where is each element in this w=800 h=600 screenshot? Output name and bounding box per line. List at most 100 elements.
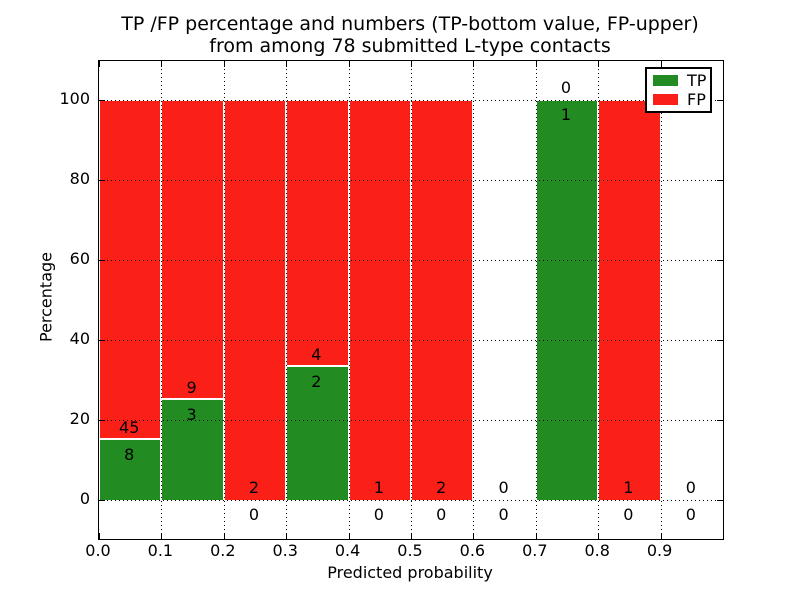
legend-entry-fp: FP [653, 89, 706, 109]
bar-tp-count-label: 0 [685, 505, 696, 524]
legend-tp-label: TP [687, 71, 707, 91]
y-tick-right [717, 420, 723, 421]
bar-bin-0.5 [411, 100, 474, 500]
gridline-x-0.8 [598, 61, 599, 539]
x-tick-top [224, 61, 225, 67]
bar-fp-segment [287, 101, 348, 367]
bar-fp-count-label: 0 [685, 478, 696, 497]
gridline-x-0.9 [661, 61, 662, 539]
x-tick-bottom [286, 533, 287, 539]
x-tick-top [661, 61, 662, 67]
bar-tp-count-label: 0 [436, 505, 447, 524]
x-tick-top [286, 61, 287, 67]
x-tick-bottom [661, 533, 662, 539]
legend-tp-swatch [653, 75, 678, 87]
x-tick-bottom [224, 533, 225, 539]
x-tick-top [473, 61, 474, 67]
x-tick-label-0.5: 0.5 [397, 541, 423, 560]
x-axis-label: Predicted probability [327, 563, 493, 582]
y-tick-right [717, 260, 723, 261]
x-tick-label-0.6: 0.6 [459, 541, 486, 560]
chart-title: TP /FP percentage and numbers (TP-bottom… [98, 13, 722, 57]
y-tick-right [717, 500, 723, 501]
bar-fp-count-label: 45 [119, 417, 140, 437]
bar-fp-count-label: 0 [560, 78, 572, 97]
legend-entry-tp: TP [653, 71, 707, 91]
bar-tp-count-label: 0 [373, 505, 384, 524]
legend-fp-label: FP [687, 89, 706, 109]
bar-fp-segment [599, 101, 660, 500]
y-tick-left [99, 420, 105, 421]
bar-fp-segment [224, 101, 286, 500]
y-tick-right [717, 340, 723, 341]
x-tick-top [349, 61, 350, 67]
bar-bin-0.0 [99, 100, 162, 500]
plot-area [98, 60, 724, 540]
y-tick-label-40: 40 [69, 329, 90, 348]
bar-bin-0.2 [223, 100, 287, 500]
x-tick-bottom [349, 533, 350, 539]
y-tick-label-80: 80 [69, 169, 90, 188]
x-tick-bottom [411, 533, 412, 539]
x-tick-bottom [99, 533, 100, 539]
x-tick-top [536, 61, 537, 67]
x-tick-bottom [161, 533, 162, 539]
bar-fp-count-label: 4 [311, 344, 322, 364]
x-tick-label-0.4: 0.4 [334, 541, 361, 560]
x-tick-top [161, 61, 162, 67]
bar-tp-segment [162, 400, 223, 500]
bar-fp-count-label: 9 [186, 378, 197, 397]
bar-bin-0.3 [286, 100, 349, 500]
y-tick-label-60: 60 [69, 249, 90, 268]
bar-fp-segment [349, 101, 410, 500]
bar-fp-count-label: 1 [623, 478, 634, 497]
x-tick-bottom [473, 533, 474, 539]
bar-tp-count-label: 8 [124, 444, 135, 464]
x-tick-label-0.1: 0.1 [147, 541, 174, 560]
bar-tp-count-label: 0 [498, 505, 509, 524]
x-tick-bottom [536, 533, 537, 539]
gridline-x-0.4 [349, 61, 350, 539]
bar-fp-count-label: 2 [436, 478, 447, 497]
bar-fp-segment [100, 101, 161, 440]
bar-bin-0.8 [598, 100, 661, 500]
x-tick-label-0.2: 0.2 [210, 541, 236, 560]
bar-tp-count-label: 1 [560, 105, 572, 124]
x-tick-bottom [598, 533, 599, 539]
x-tick-label-0.7: 0.7 [522, 541, 548, 560]
bar-bin-0.4 [348, 100, 411, 500]
x-tick-label-0.3: 0.3 [272, 541, 298, 560]
bar-fp-segment [162, 101, 223, 401]
x-tick-top [411, 61, 412, 67]
chart-title-line2: from among 78 submitted L-type contacts [209, 35, 611, 57]
bar-fp-count-label: 1 [373, 478, 384, 497]
y-tick-right [717, 100, 723, 101]
x-tick-label-0.8: 0.8 [584, 541, 610, 560]
y-tick-left [99, 180, 105, 181]
gridline-x-0.6 [473, 61, 474, 539]
x-tick-label-0.0: 0.0 [85, 541, 111, 560]
bar-tp-count-label: 2 [311, 371, 322, 391]
bar-tp-count-label: 3 [186, 405, 197, 424]
legend: TP FP [645, 67, 712, 113]
y-tick-left [99, 260, 105, 261]
y-tick-left [99, 500, 105, 501]
gridline-x-0.7 [536, 61, 537, 539]
x-tick-top [99, 61, 100, 67]
legend-fp-swatch [653, 93, 678, 105]
bar-fp-segment [412, 101, 473, 500]
bar-bin-0.7 [535, 100, 599, 500]
y-tick-left [99, 340, 105, 341]
chart-title-line1: TP /FP percentage and numbers (TP-bottom… [121, 13, 699, 35]
bar-fp-count-label: 2 [248, 478, 260, 497]
y-tick-label-20: 20 [69, 409, 90, 428]
y-tick-label-0: 0 [79, 489, 90, 508]
bar-tp-segment [536, 101, 598, 500]
bar-fp-count-label: 0 [498, 478, 509, 497]
y-tick-label-100: 100 [59, 89, 90, 108]
bar-tp-segment [287, 366, 348, 500]
gridline-x-0.2 [224, 61, 225, 539]
x-tick-top [598, 61, 599, 67]
x-tick-label-0.9: 0.9 [646, 541, 673, 560]
